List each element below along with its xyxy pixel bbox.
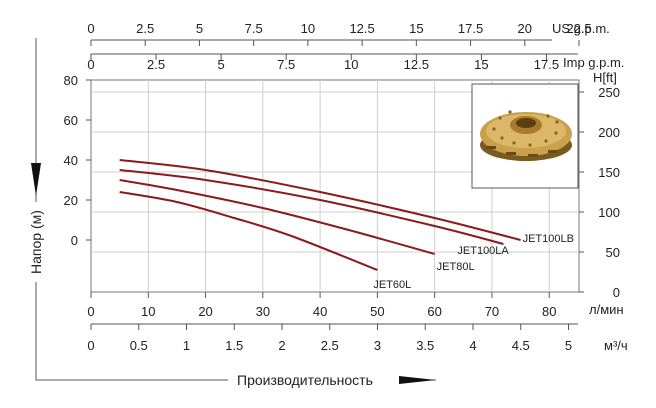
m3h-unit-label: м³/ч [604, 338, 628, 353]
m3h-tick-label: 2 [278, 338, 285, 353]
m3h-axis: 0 0.5 1 1.5 2 2.5 3 3.5 4 4.5 5 м³/ч [87, 323, 628, 353]
us-gpm-tick-label: 15 [409, 21, 423, 36]
left-tick-label: 20 [64, 193, 78, 208]
us-gpm-axis: 0 2.5 5 7.5 10 12.5 15 17.5 20 22.5 US g.p.m. [87, 21, 610, 46]
imp-gpm-axis: 0 2.5 5 7.5 10 12.5 15 17.5 Imp g.p.m. [87, 53, 624, 72]
imp-gpm-unit-label: Imp g.p.m. [563, 55, 624, 70]
impeller-holes [492, 110, 559, 147]
left-tick-label: 40 [64, 153, 78, 168]
imp-gpm-tick-label: 5 [218, 57, 225, 72]
us-gpm-tick-label: 17.5 [458, 21, 483, 36]
m3h-tick-label: 1 [183, 338, 190, 353]
us-gpm-tick-label: 0 [87, 21, 94, 36]
series-line-jet60l [119, 191, 378, 271]
y-axis-title: Напор (м) [28, 210, 44, 274]
lpm-tick-label: 0 [87, 304, 94, 319]
m3h-tick-label: 4 [469, 338, 476, 353]
right-tick-label: 250 [598, 85, 620, 100]
series-lines [119, 159, 521, 271]
y-axis-title-group: Напор (м) [26, 38, 436, 381]
m3h-tick-label: 2.5 [321, 338, 339, 353]
right-tick-label: 0 [613, 285, 620, 300]
us-gpm-tick-label: 22.5 [566, 21, 591, 36]
lpm-tick-label: 50 [370, 304, 384, 319]
lpm-tick-label: 20 [198, 304, 212, 319]
lpm-tick-label: 70 [485, 304, 499, 319]
impeller-vanes [486, 146, 558, 157]
imp-gpm-tick-label: 10 [344, 57, 358, 72]
left-tick-label: 0 [71, 233, 78, 248]
us-gpm-tick-label: 7.5 [245, 21, 263, 36]
m3h-tick-label: 5 [565, 338, 572, 353]
imp-gpm-tick-label: 2.5 [147, 57, 165, 72]
series-line-jet100lb [119, 159, 521, 241]
y-title-backdrop [26, 202, 46, 282]
m3h-tick-label: 3.5 [416, 338, 434, 353]
impeller-hub-hole [516, 118, 536, 128]
lpm-tick-label: 30 [256, 304, 270, 319]
series-line-jet100la [119, 169, 504, 245]
imp-gpm-tick-label: 12.5 [404, 57, 429, 72]
us-gpm-unit-label: US g.p.m. [552, 21, 610, 36]
lpm-tick-label: 80 [542, 304, 556, 319]
series-label-jet100lb: JET100LB [523, 233, 574, 245]
m3h-tick-label: 3 [374, 338, 381, 353]
us-gpm-tick-label: 12.5 [349, 21, 374, 36]
x-axis-title: Производительность [237, 372, 373, 388]
series-label-jet100la: JET100LA [457, 245, 509, 257]
frame-bracket [35, 38, 228, 381]
us-gpm-tick-label: 2.5 [136, 21, 154, 36]
imp-gpm-tick-label: 7.5 [277, 57, 295, 72]
x-axis-title-group: Производительность [237, 372, 436, 388]
lpm-tick-label: 10 [141, 304, 155, 319]
right-tick-label: 200 [598, 125, 620, 140]
imp-gpm-tick-label: 15 [474, 57, 488, 72]
m3h-tick-label: 4.5 [512, 338, 530, 353]
lpm-unit-label: л/мин [589, 302, 624, 317]
x-axis-arrow-icon [399, 376, 436, 384]
right-tick-label: 150 [598, 165, 620, 180]
series-label-jet80l: JET80L [437, 261, 475, 273]
lpm-axis: 0 10 20 30 40 50 60 70 80 л/мин [87, 292, 624, 319]
m3h-tick-label: 0 [87, 338, 94, 353]
us-gpm-tick-label: 20 [518, 21, 532, 36]
right-tick-label: 100 [598, 205, 620, 220]
right-axis-unit-label: H[ft] [593, 70, 617, 85]
left-axis: 80 60 40 20 0 [64, 73, 91, 248]
right-tick-label: 50 [606, 245, 620, 260]
series-labels: JET100LB JET100LA JET80L JET60L [373, 233, 574, 291]
left-tick-label: 80 [64, 73, 78, 88]
us-gpm-tick-label: 10 [301, 21, 315, 36]
lpm-tick-label: 60 [427, 304, 441, 319]
us-gpm-tick-label: 5 [196, 21, 203, 36]
right-axis: 250 200 150 100 50 0 [579, 85, 620, 300]
impeller-photo [471, 83, 579, 189]
series-line-jet80l [119, 179, 435, 255]
y-axis-arrow-icon [31, 163, 41, 196]
m3h-tick-label: 1.5 [225, 338, 243, 353]
imp-gpm-tick-label: 0 [87, 57, 94, 72]
lpm-tick-label: 40 [313, 304, 327, 319]
m3h-tick-label: 0.5 [130, 338, 148, 353]
left-tick-label: 60 [64, 113, 78, 128]
imp-gpm-tick-label: 17.5 [534, 57, 559, 72]
series-label-jet60l: JET60L [373, 279, 411, 291]
